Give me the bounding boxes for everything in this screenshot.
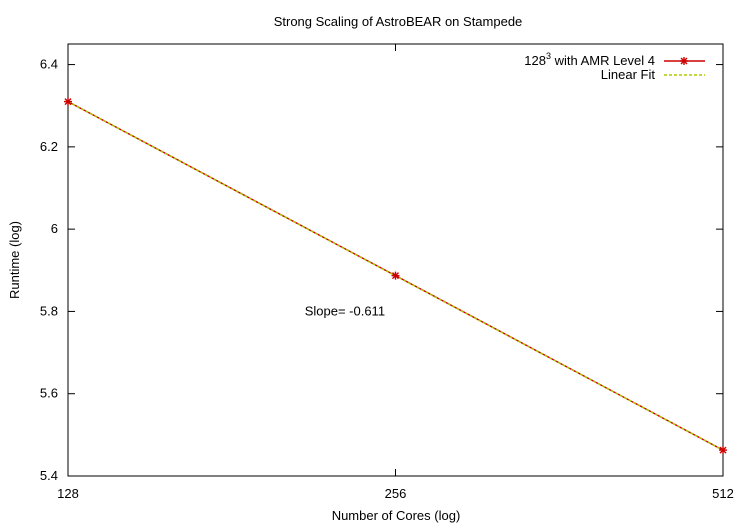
- y-tick-label: 6: [51, 221, 58, 236]
- x-tick-label: 512: [712, 486, 734, 501]
- chart-title: Strong Scaling of AstroBEAR on Stampede: [274, 14, 523, 29]
- legend: 1283 with AMR Level 4 Linear Fit: [524, 51, 705, 82]
- y-tick-label: 5.4: [40, 468, 58, 483]
- legend-label-superscript: 3: [546, 51, 551, 61]
- y-tick-label: 5.6: [40, 386, 58, 401]
- y-tick-label: 6.2: [40, 139, 58, 154]
- legend-asterisk-marker: [680, 57, 688, 65]
- legend-label-base: 128: [524, 53, 546, 68]
- legend-label-rest: with AMR Level 4: [551, 53, 655, 68]
- x-axis-label: Number of Cores (log): [332, 508, 461, 523]
- legend-label-series-1: 1283 with AMR Level 4: [524, 51, 655, 68]
- y-axis: 5.4 5.6 5.8 6 6.2 6.4: [40, 57, 723, 483]
- series-layer: [64, 97, 727, 455]
- data-point-marker: [391, 271, 400, 280]
- data-point-marker: [64, 97, 72, 106]
- x-tick-label: 256: [385, 486, 407, 501]
- y-tick-label: 6.4: [40, 57, 58, 72]
- slope-annotation: Slope= -0.611: [305, 304, 385, 319]
- x-axis: 128 256 512: [57, 44, 734, 501]
- legend-label-series-2: Linear Fit: [601, 67, 656, 82]
- y-tick-label: 5.8: [40, 303, 58, 318]
- data-point-marker: [719, 446, 727, 455]
- y-axis-label: Runtime (log): [7, 221, 22, 299]
- plot-frame: [67, 43, 724, 477]
- legend-marker-series-1: [680, 57, 688, 65]
- x-tick-label: 128: [57, 486, 79, 501]
